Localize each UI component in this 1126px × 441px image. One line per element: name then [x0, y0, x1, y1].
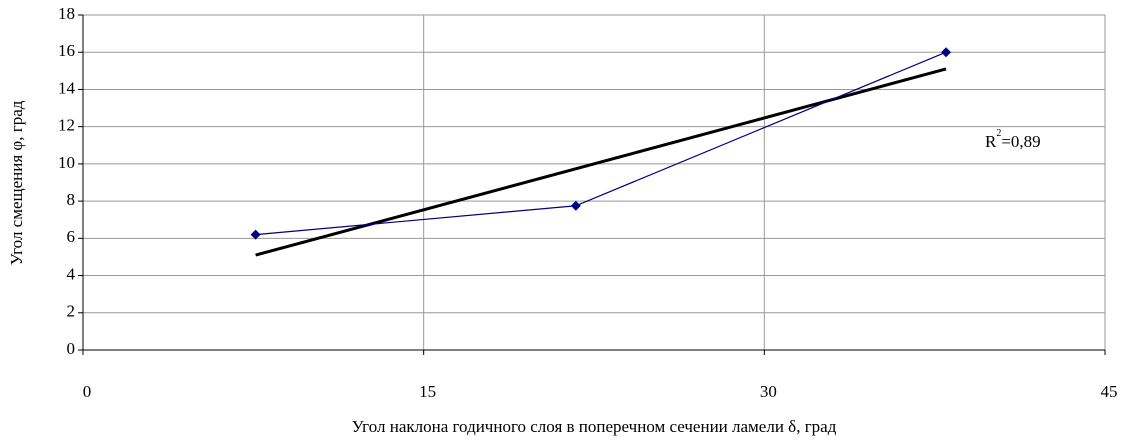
y-tick-label: 10 — [58, 153, 75, 172]
x-axis-title: Угол наклона годичного слоя в поперечном… — [352, 417, 837, 436]
x-tick-label: 45 — [1101, 382, 1118, 401]
y-tick-label: 0 — [67, 339, 76, 358]
annotation-exponent: 2 — [996, 128, 1001, 139]
y-tick-label: 2 — [67, 302, 76, 321]
y-tick-label: 12 — [58, 116, 75, 135]
marker — [570, 200, 581, 211]
y-tick-label: 6 — [67, 227, 76, 246]
y-tick-label: 16 — [58, 41, 75, 60]
y-tick-label: 4 — [67, 264, 76, 283]
x-tick-label: 30 — [760, 382, 777, 401]
annotation-text: =0,89 — [1001, 132, 1040, 151]
marker — [941, 47, 952, 58]
plot-area — [82, 14, 1106, 351]
y-tick-label: 18 — [58, 4, 75, 23]
marker — [250, 229, 261, 240]
y-axis-title: Угол смещения φ, град — [7, 100, 26, 265]
y-tick-label: 8 — [67, 190, 76, 209]
y-tick-label: 14 — [58, 78, 76, 97]
annotation: R2=0,89 — [985, 128, 1041, 151]
annotation-base: R — [985, 132, 997, 151]
x-tick-label: 15 — [419, 382, 436, 401]
x-tick-label: 0 — [83, 382, 92, 401]
